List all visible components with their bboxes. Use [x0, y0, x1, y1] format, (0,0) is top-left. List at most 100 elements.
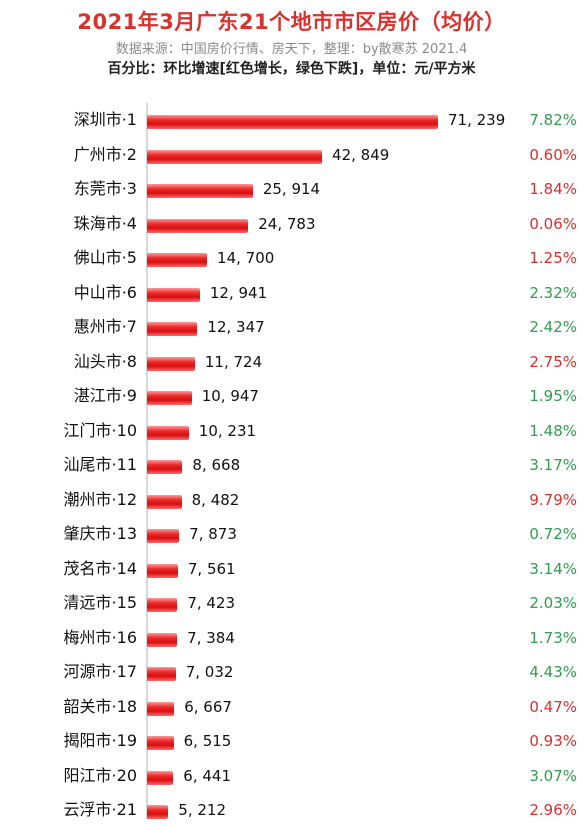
category-label: 茂名市·14 — [63, 558, 137, 578]
price-value-label: 6, 441 — [183, 766, 232, 785]
bar-row: 东莞市·3 25, 914 1.84% — [0, 172, 583, 206]
category-axis-line — [146, 103, 148, 818]
category-label: 韶关市·18 — [63, 696, 137, 716]
price-bar — [147, 149, 323, 164]
price-bar — [147, 736, 174, 750]
price-bar — [147, 253, 208, 267]
price-bar — [147, 460, 183, 474]
bar-row: 肇庆市·13 7, 873 0.72% — [0, 517, 583, 551]
category-label: 深圳市·1 — [73, 110, 137, 129]
price-value-label: 11, 724 — [204, 352, 263, 371]
price-value-label: 6, 515 — [183, 732, 232, 750]
price-value-label: 14, 700 — [217, 249, 275, 267]
bar-row: 阳江市·20 6, 441 3.07% — [0, 759, 583, 793]
category-label: 广州市·2 — [73, 144, 137, 164]
price-bar — [147, 770, 174, 785]
category-label: 梅州市·16 — [63, 627, 137, 647]
bar-row: 潮州市·12 8, 482 9.79% — [0, 483, 583, 517]
bar-row: 珠海市·4 24, 783 0.06% — [0, 207, 583, 241]
price-value-label: 8, 668 — [192, 456, 241, 474]
bar-row: 中山市·6 12, 941 2.32% — [0, 276, 583, 310]
mom-change-label: 2.42% — [529, 318, 577, 336]
category-label: 阳江市·20 — [63, 765, 137, 785]
price-bar — [147, 632, 178, 647]
price-bar — [147, 391, 192, 405]
price-bar — [147, 356, 195, 371]
price-bar — [147, 115, 438, 129]
mom-change-label: 0.06% — [529, 214, 577, 233]
mom-change-label: 3.07% — [529, 766, 577, 785]
category-label: 东莞市·3 — [73, 179, 137, 198]
price-bar — [147, 701, 175, 716]
price-bar — [147, 805, 169, 819]
mom-change-label: 2.32% — [529, 283, 577, 302]
category-label: 潮州市·12 — [63, 489, 137, 509]
category-label: 揭阳市·19 — [63, 731, 137, 750]
price-bar — [147, 494, 182, 509]
price-value-label: 7, 032 — [185, 663, 234, 681]
data-source-note: 数据来源：中国房价行情、房天下，整理：by散寒苏 2021.4 — [115, 42, 468, 57]
mom-change-label: 1.48% — [529, 421, 577, 440]
price-bar — [147, 563, 178, 578]
price-bar — [147, 598, 178, 612]
mom-change-label: 3.14% — [529, 559, 577, 578]
price-value-label: 71, 239 — [448, 111, 506, 129]
bar-row: 汕尾市·11 8, 668 3.17% — [0, 448, 583, 482]
price-bar — [147, 218, 249, 233]
category-label: 肇庆市·13 — [63, 524, 137, 543]
price-value-label: 6, 667 — [184, 697, 232, 716]
price-value-label: 12, 347 — [207, 318, 265, 336]
category-label: 湛江市·9 — [73, 386, 137, 405]
mom-change-label: 3.17% — [529, 456, 577, 474]
mom-change-label: 1.73% — [529, 628, 577, 647]
mom-change-label: 9.79% — [529, 490, 577, 509]
chart-title: 2021年3月广东21个地市市区房价（均价） — [77, 10, 506, 34]
bar-row: 惠州市·7 12, 347 2.42% — [0, 310, 583, 344]
mom-change-label: 2.03% — [529, 594, 577, 612]
mom-change-label: 0.93% — [529, 732, 577, 750]
mom-change-label: 0.47% — [529, 697, 577, 716]
price-value-label: 5, 212 — [178, 801, 226, 819]
mom-change-label: 2.75% — [529, 352, 577, 371]
category-label: 汕头市·8 — [73, 351, 137, 371]
category-label: 珠海市·4 — [73, 213, 137, 233]
price-value-label: 7, 423 — [187, 594, 236, 612]
price-value-label: 8, 482 — [191, 490, 240, 509]
price-value-label: 7, 384 — [187, 628, 235, 647]
category-label: 江门市·10 — [63, 420, 137, 440]
mom-change-label: 0.60% — [529, 145, 577, 164]
category-label: 河源市·17 — [63, 662, 137, 681]
mom-change-label: 1.95% — [529, 387, 577, 405]
mom-change-label: 2.96% — [529, 801, 577, 819]
mom-change-label: 4.43% — [529, 663, 577, 681]
price-bar — [147, 529, 180, 543]
mom-change-label: 1.25% — [529, 249, 577, 267]
category-label: 清远市·15 — [63, 593, 137, 612]
price-bar — [147, 184, 253, 198]
bar-row: 广州市·2 42, 849 0.60% — [0, 138, 583, 172]
category-label: 云浮市·21 — [63, 800, 137, 819]
price-bar — [147, 287, 200, 302]
bar-row: 河源市·17 7, 032 4.43% — [0, 655, 583, 689]
price-bar — [147, 667, 176, 681]
mom-change-label: 1.84% — [529, 180, 577, 198]
price-value-label: 25, 914 — [262, 180, 321, 198]
bar-row: 云浮市·21 5, 212 2.96% — [0, 793, 583, 827]
bar-row: 清远市·15 7, 423 2.03% — [0, 586, 583, 620]
bar-row: 深圳市·1 71, 239 7.82% — [0, 103, 583, 137]
bar-row: 江门市·10 10, 231 1.48% — [0, 414, 583, 448]
bar-row: 佛山市·5 14, 700 1.25% — [0, 241, 583, 275]
category-label: 佛山市·5 — [73, 248, 137, 267]
bar-row: 茂名市·14 7, 561 3.14% — [0, 552, 583, 586]
price-value-label: 12, 941 — [209, 283, 268, 302]
price-value-label: 24, 783 — [258, 214, 316, 233]
price-value-label: 42, 849 — [332, 145, 390, 164]
mom-change-label: 7.82% — [529, 111, 577, 129]
price-value-label: 10, 231 — [198, 421, 257, 440]
mom-change-label: 0.72% — [529, 525, 577, 543]
price-value-label: 7, 561 — [187, 559, 236, 578]
category-label: 汕尾市·11 — [63, 455, 137, 474]
category-label: 中山市·6 — [73, 282, 137, 302]
price-value-label: 10, 947 — [201, 387, 259, 405]
